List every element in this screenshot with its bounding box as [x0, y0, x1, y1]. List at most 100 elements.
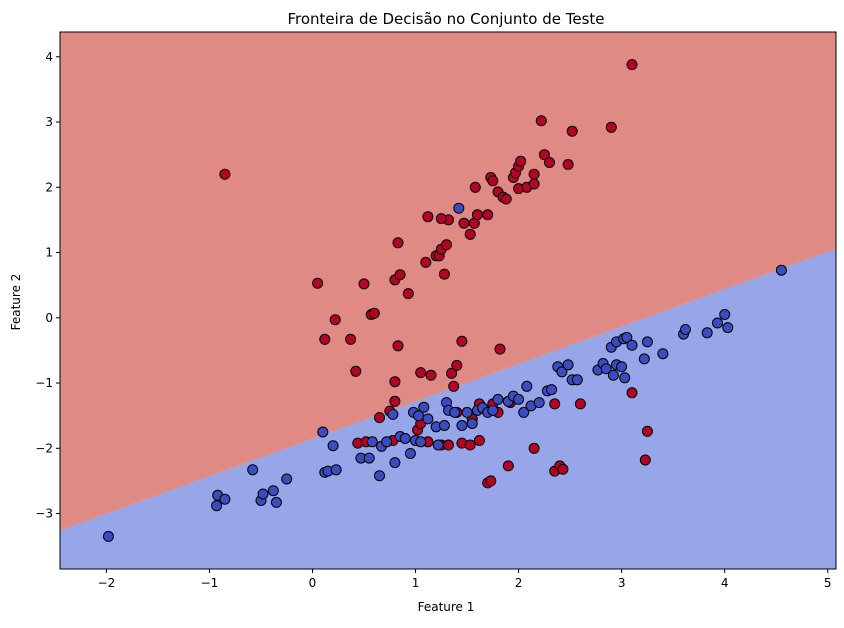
- blue-class-point: [626, 339, 638, 351]
- y-tick-label: 2: [45, 180, 53, 194]
- blue-class-point: [701, 327, 713, 339]
- blue-class-point: [616, 361, 628, 373]
- blue-class-point: [638, 353, 650, 365]
- red-class-point: [374, 412, 385, 424]
- red-class-point: [626, 59, 638, 71]
- blue-class-point: [546, 384, 558, 396]
- x-tick-label: 2: [515, 576, 523, 590]
- blue-class-point: [387, 408, 399, 420]
- red-class-point: [528, 178, 540, 190]
- upper-class-region: [60, 32, 836, 531]
- blue-class-point: [270, 496, 282, 508]
- red-class-point: [469, 181, 481, 193]
- red-class-point: [358, 278, 370, 290]
- red-class-point: [482, 209, 494, 221]
- blue-class-point: [381, 436, 393, 448]
- red-class-point: [639, 454, 651, 466]
- blue-class-point: [363, 452, 375, 464]
- red-class-point: [329, 314, 341, 326]
- red-class-point: [500, 193, 512, 205]
- decision-boundary-line: [59, 248, 837, 531]
- blue-class-point: [775, 264, 787, 276]
- y-tick-label: 0: [45, 311, 53, 325]
- red-class-point: [441, 239, 452, 251]
- red-class-point: [458, 217, 470, 229]
- red-class-point: [549, 398, 561, 410]
- y-tick-label: −3: [35, 507, 53, 521]
- blue-class-point: [562, 359, 574, 371]
- blue-class-point: [719, 309, 731, 320]
- red-class-point: [438, 268, 450, 280]
- red-class-point: [464, 439, 476, 451]
- y-axis: −3 −2 −1 0 1 2 3 4: [35, 50, 60, 521]
- blue-class-point: [219, 493, 231, 505]
- x-tick-label: 4: [721, 576, 729, 590]
- plot-region: [59, 32, 837, 570]
- red-class-point: [456, 335, 468, 347]
- blue-class-point: [432, 439, 444, 451]
- red-class-point: [502, 460, 514, 472]
- blue-class-point: [330, 464, 342, 476]
- blue-class-point: [619, 372, 631, 384]
- red-class-point: [394, 269, 406, 281]
- blue-class-point: [466, 418, 478, 429]
- red-class-point: [626, 387, 638, 399]
- blue-class-point: [487, 404, 499, 416]
- red-class-point: [535, 115, 547, 127]
- y-tick-label: 1: [45, 246, 53, 260]
- red-class-point: [443, 439, 454, 451]
- red-class-point: [557, 463, 569, 475]
- red-class-point: [605, 121, 617, 133]
- x-axis-label: Feature 1: [418, 600, 475, 614]
- blue-class-point: [722, 322, 734, 334]
- blue-class-point: [327, 440, 339, 452]
- blue-class-point: [257, 488, 269, 500]
- red-class-point: [389, 376, 401, 388]
- x-axis: −2 −1 0 1 2 3 4 5: [98, 569, 832, 590]
- x-tick-label: −2: [98, 576, 116, 590]
- red-class-point: [641, 425, 653, 437]
- blue-class-point: [453, 202, 465, 214]
- blue-class-point: [449, 406, 461, 418]
- blue-class-point: [247, 464, 259, 476]
- red-class-point: [415, 367, 427, 379]
- blue-class-point: [521, 380, 533, 392]
- blue-class-point: [556, 366, 568, 378]
- blue-class-point: [374, 470, 385, 482]
- blue-class-point: [366, 436, 378, 448]
- blue-class-point: [456, 420, 468, 431]
- series-group: [102, 202, 787, 542]
- blue-class-point: [317, 426, 329, 438]
- red-class-point: [435, 213, 447, 225]
- red-class-point: [350, 365, 362, 377]
- blue-class-point: [267, 485, 279, 497]
- red-class-point: [515, 155, 527, 167]
- red-class-point: [392, 237, 404, 249]
- x-tick-label: 0: [309, 576, 317, 590]
- blue-class-point: [418, 401, 430, 413]
- red-class-point: [345, 333, 357, 345]
- blue-class-point: [438, 420, 450, 431]
- blue-class-point: [607, 369, 619, 381]
- blue-class-point: [281, 473, 293, 485]
- blue-class-point: [513, 393, 525, 405]
- chart-title: Fronteira de Decisão no Conjunto de Test…: [287, 10, 604, 28]
- blue-class-point: [657, 348, 669, 360]
- red-class-point: [528, 168, 540, 180]
- blue-class-point: [680, 324, 691, 335]
- blue-class-point: [492, 393, 504, 405]
- blue-class-point: [621, 331, 633, 343]
- red-class-point: [389, 395, 401, 407]
- y-axis-label: Feature 2: [9, 274, 23, 331]
- red-class-point: [448, 380, 460, 392]
- red-class-point: [402, 288, 414, 300]
- red-class-point: [494, 343, 506, 355]
- y-tick-label: 4: [45, 50, 53, 64]
- blue-class-point: [518, 406, 530, 418]
- red-class-point: [473, 435, 485, 446]
- points-layer: [102, 59, 787, 542]
- blue-class-point: [533, 397, 545, 409]
- x-tick-label: 5: [824, 576, 832, 590]
- blue-class-point: [641, 336, 653, 348]
